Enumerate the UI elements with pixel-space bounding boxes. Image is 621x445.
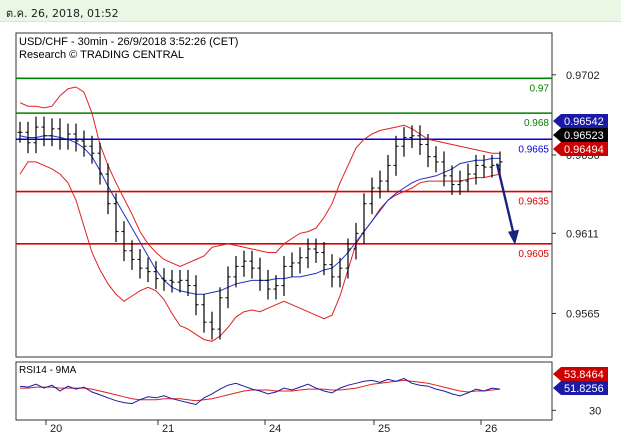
price-badge-label: 0.96494 bbox=[564, 144, 604, 156]
x-axis-tick-label: 21 bbox=[162, 423, 174, 435]
price-badge-bg bbox=[553, 114, 608, 128]
rsi-title: RSI14 - 9MA bbox=[19, 365, 77, 376]
rsi-badge-label: 53.8464 bbox=[564, 369, 604, 381]
forecast-arrow-head bbox=[508, 229, 519, 245]
main-plot-frame bbox=[15, 32, 553, 358]
main-chart-panel: 0.97020.96560.96110.95650.970.9680.96650… bbox=[15, 32, 608, 358]
forecast-arrow-shaft bbox=[495, 163, 516, 237]
price-y-tick-label: 0.9611 bbox=[566, 228, 599, 240]
rsi-badge-bg bbox=[553, 367, 608, 381]
level-label: 0.9605 bbox=[518, 249, 549, 260]
rsi-badge-label: 51.8256 bbox=[564, 383, 604, 395]
x-axis-tick-label: 26 bbox=[485, 423, 497, 435]
price-y-tick-label: 0.9565 bbox=[566, 308, 600, 320]
timestamp-text: ต.ค. 26, 2018, 01:52 bbox=[6, 7, 119, 20]
level-label: 0.968 bbox=[524, 118, 549, 129]
bollinger-lower-band bbox=[19, 161, 501, 342]
rsi-y-tick-label: 30 bbox=[589, 405, 601, 417]
level-label: 0.9635 bbox=[518, 197, 549, 208]
level-label: 0.97 bbox=[530, 83, 550, 94]
chart-title: USD/CHF - 30min - 26/9/2018 3:52:26 (CET… bbox=[19, 36, 238, 48]
rsi-chart-panel: RSI14 - 9MA 30 53.8464 51.8256 20 21 24 25 26 bbox=[15, 361, 608, 435]
price-badge-bg bbox=[553, 142, 608, 156]
rsi-line bbox=[19, 377, 501, 406]
level-label: 0.9665 bbox=[518, 144, 549, 155]
price-y-tick-label: 0.9702 bbox=[566, 70, 600, 82]
x-axis-tick-label: 25 bbox=[378, 423, 390, 435]
x-axis-tick-label: 24 bbox=[269, 423, 281, 435]
price-badge-bg bbox=[553, 128, 608, 142]
rsi-ma-line bbox=[20, 379, 501, 402]
rsi-badge-bg bbox=[553, 381, 608, 395]
price-badge-label: 0.96523 bbox=[564, 130, 604, 142]
chart-subtitle: Research © TRADING CENTRAL bbox=[19, 49, 184, 61]
timestamp-bar: ต.ค. 26, 2018, 01:52 bbox=[0, 0, 621, 22]
x-axis-tick-label: 20 bbox=[50, 423, 62, 435]
price-badge-label: 0.96542 bbox=[564, 116, 604, 128]
